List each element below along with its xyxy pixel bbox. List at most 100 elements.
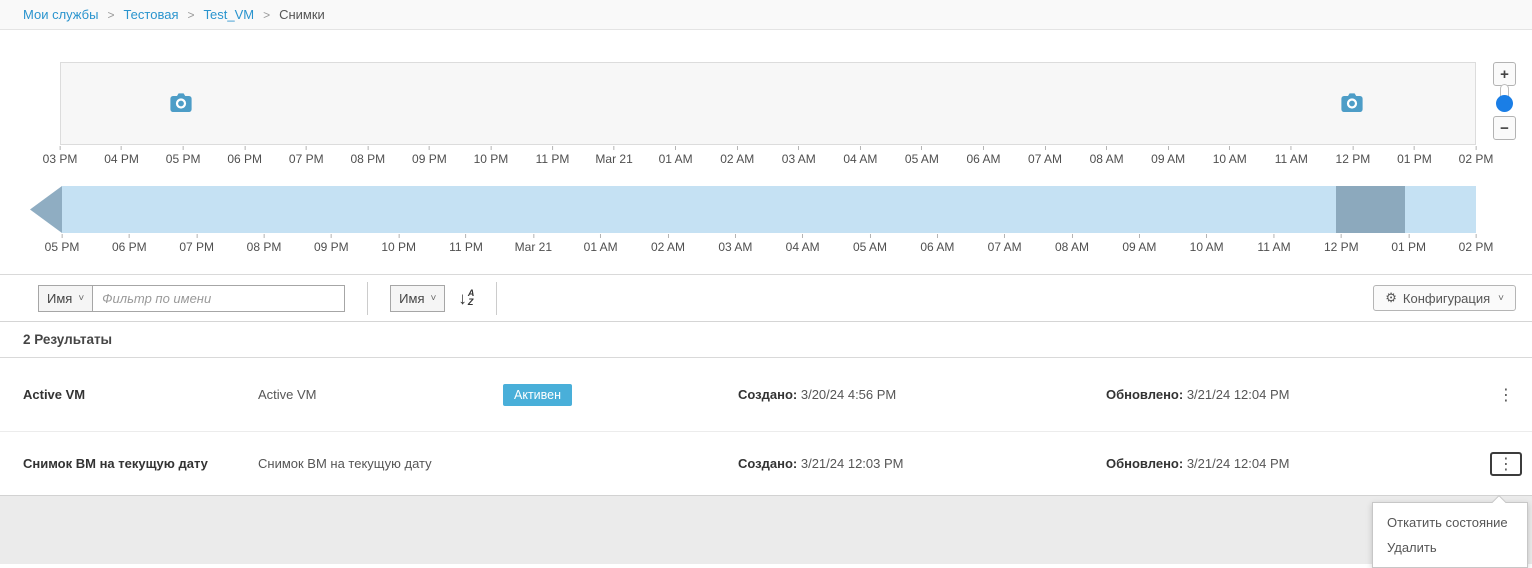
updated-value: 3/21/24 12:04 PM <box>1186 387 1290 402</box>
range-band[interactable] <box>62 186 1476 233</box>
axis-tick: 09 AM <box>1122 234 1156 254</box>
filter-field-select[interactable]: Имя ˅ <box>38 284 94 312</box>
axis-tick: 08 PM <box>350 146 385 166</box>
range-left-arrow-handle[interactable] <box>30 186 62 233</box>
breadcrumb-testovaya[interactable]: Тестовая <box>123 7 179 22</box>
axis-tick: 10 PM <box>381 234 416 254</box>
axis-tick: 06 AM <box>966 146 1000 166</box>
timeline-zoom-controls: + − <box>1493 62 1516 140</box>
axis-tick: 09 PM <box>314 234 349 254</box>
axis-tick: 05 PM <box>166 146 200 166</box>
chevron-down-icon: ˅ <box>430 292 437 304</box>
axis-tick: 05 AM <box>905 146 939 166</box>
snapshot-name: Active VM <box>23 387 86 402</box>
axis-tick: 02 PM <box>1459 146 1493 166</box>
updated-value: 3/21/24 12:04 PM <box>1186 456 1290 471</box>
axis-tick: 01 AM <box>584 234 618 254</box>
sort-field-label: Имя <box>399 290 425 306</box>
axis-tick: 10 AM <box>1190 234 1224 254</box>
axis-tick: 08 PM <box>247 234 281 254</box>
created-value: 3/20/24 4:56 PM <box>800 387 897 402</box>
menu-item-revert[interactable]: Откатить состояние <box>1387 515 1508 530</box>
updated-cell: Обновлено: 3/21/24 12:04 PM <box>1106 456 1480 471</box>
toolbar-divider <box>496 281 498 315</box>
axis-tick: 10 PM <box>474 146 508 166</box>
timeline-top-axis: 03 PM 04 PM 05 PM 06 PM 07 PM 08 PM 09 PM 10 PM… <box>43 146 1493 168</box>
axis-tick: 07 AM <box>988 234 1022 254</box>
created-label: Создано: <box>738 387 798 402</box>
breadcrumb-test-vm[interactable]: Test_VM <box>203 7 255 22</box>
updated-label: Обновлено: <box>1106 387 1184 402</box>
axis-tick: 03 PM <box>43 146 77 166</box>
timeline-range-selector[interactable] <box>30 186 1476 233</box>
axis-tick: 01 AM <box>659 146 693 166</box>
snapshot-timeline: 03 PM 04 PM 05 PM 06 PM 07 PM 08 PM 09 PM 10 PM… <box>0 30 1532 275</box>
axis-tick: 08 AM <box>1090 146 1124 166</box>
gear-icon: ⚙ <box>1385 290 1397 305</box>
page-footer <box>0 495 1532 564</box>
actions-cell: ⋮ <box>1480 451 1532 476</box>
zoom-slider[interactable] <box>1493 84 1516 116</box>
zoom-slider-knob[interactable] <box>1496 95 1513 112</box>
breadcrumb-separator: > <box>107 7 115 22</box>
axis-tick: 09 PM <box>412 146 447 166</box>
axis-tick: Mar 21 <box>515 234 552 254</box>
axis-tick: 05 PM <box>45 234 79 254</box>
axis-tick: 07 PM <box>289 146 324 166</box>
axis-tick: 11 PM <box>536 146 569 166</box>
snapshot-context-menu: Откатить состояние Удалить <box>1372 494 1528 568</box>
axis-tick: 10 AM <box>1213 146 1247 166</box>
menu-item-delete[interactable]: Удалить <box>1387 540 1437 555</box>
configuration-label: Конфигурация <box>1402 290 1491 306</box>
status-cell: Активен <box>503 383 738 406</box>
breadcrumb-my-services[interactable]: Мои службы <box>23 7 99 22</box>
axis-tick: 06 PM <box>112 234 147 254</box>
filter-field-label: Имя <box>47 290 73 306</box>
axis-tick: 08 AM <box>1055 234 1089 254</box>
axis-tick: 05 AM <box>853 234 887 254</box>
sort-arrow-icon: ↓ <box>458 288 467 308</box>
table-row-active-vm[interactable]: Active VM Active VM Активен Создано: 3/2… <box>0 358 1532 432</box>
kebab-menu-button[interactable]: ⋮ <box>1490 383 1522 407</box>
snapshot-name: Снимок ВМ на текущую дату <box>23 456 208 471</box>
axis-tick: 01 PM <box>1391 234 1426 254</box>
range-selection-region[interactable] <box>1336 186 1406 233</box>
status-badge: Активен <box>503 383 573 406</box>
actions-cell: ⋮ <box>1480 383 1532 407</box>
axis-tick: 03 AM <box>782 146 816 166</box>
breadcrumb-snapshots: Снимки <box>279 7 325 22</box>
timeline-bottom-axis: 05 PM 06 PM 07 PM 08 PM 09 PM 10 PM 11 PM Mar 2… <box>45 234 1493 256</box>
filter-group: Имя ˅ <box>38 284 346 312</box>
created-cell: Создано: 3/20/24 4:56 PM <box>738 387 1106 402</box>
breadcrumb-separator: > <box>263 7 271 22</box>
configuration-button[interactable]: ⚙ Конфигурация ˅ <box>1373 285 1516 311</box>
filter-input[interactable] <box>93 284 346 312</box>
created-value: 3/21/24 12:03 PM <box>800 456 904 471</box>
results-count: 2 Результаты <box>0 322 1532 358</box>
created-label: Создано: <box>738 456 798 471</box>
snapshot-description: Снимок ВМ на текущую дату <box>258 456 432 471</box>
axis-tick: 06 AM <box>920 234 954 254</box>
axis-tick: 07 AM <box>1028 146 1062 166</box>
zoom-out-button[interactable]: − <box>1493 116 1516 140</box>
axis-tick: 11 AM <box>1275 146 1308 166</box>
sort-field-select[interactable]: Имя ˅ <box>390 284 446 312</box>
axis-tick: 03 AM <box>718 234 752 254</box>
axis-tick: 04 AM <box>843 146 877 166</box>
axis-tick: 04 PM <box>104 146 139 166</box>
timeline-chart-area[interactable] <box>60 62 1476 145</box>
zoom-in-button[interactable]: + <box>1493 62 1516 86</box>
snapshot-camera-icon[interactable] <box>1340 92 1364 113</box>
snapshot-camera-icon[interactable] <box>169 92 193 113</box>
table-row-snapshot[interactable]: Снимок ВМ на текущую дату Снимок ВМ на т… <box>0 432 1532 495</box>
created-cell: Создано: 3/21/24 12:03 PM <box>738 456 1106 471</box>
breadcrumb: Мои службы > Тестовая > Test_VM > Снимки <box>0 0 1532 30</box>
snapshot-description: Active VM <box>258 387 317 402</box>
kebab-menu-button-active[interactable]: ⋮ <box>1490 451 1522 476</box>
axis-tick: 06 PM <box>227 146 262 166</box>
axis-tick: 02 AM <box>651 234 685 254</box>
axis-tick: 12 PM <box>1336 146 1370 166</box>
axis-tick: 11 PM <box>449 234 483 254</box>
